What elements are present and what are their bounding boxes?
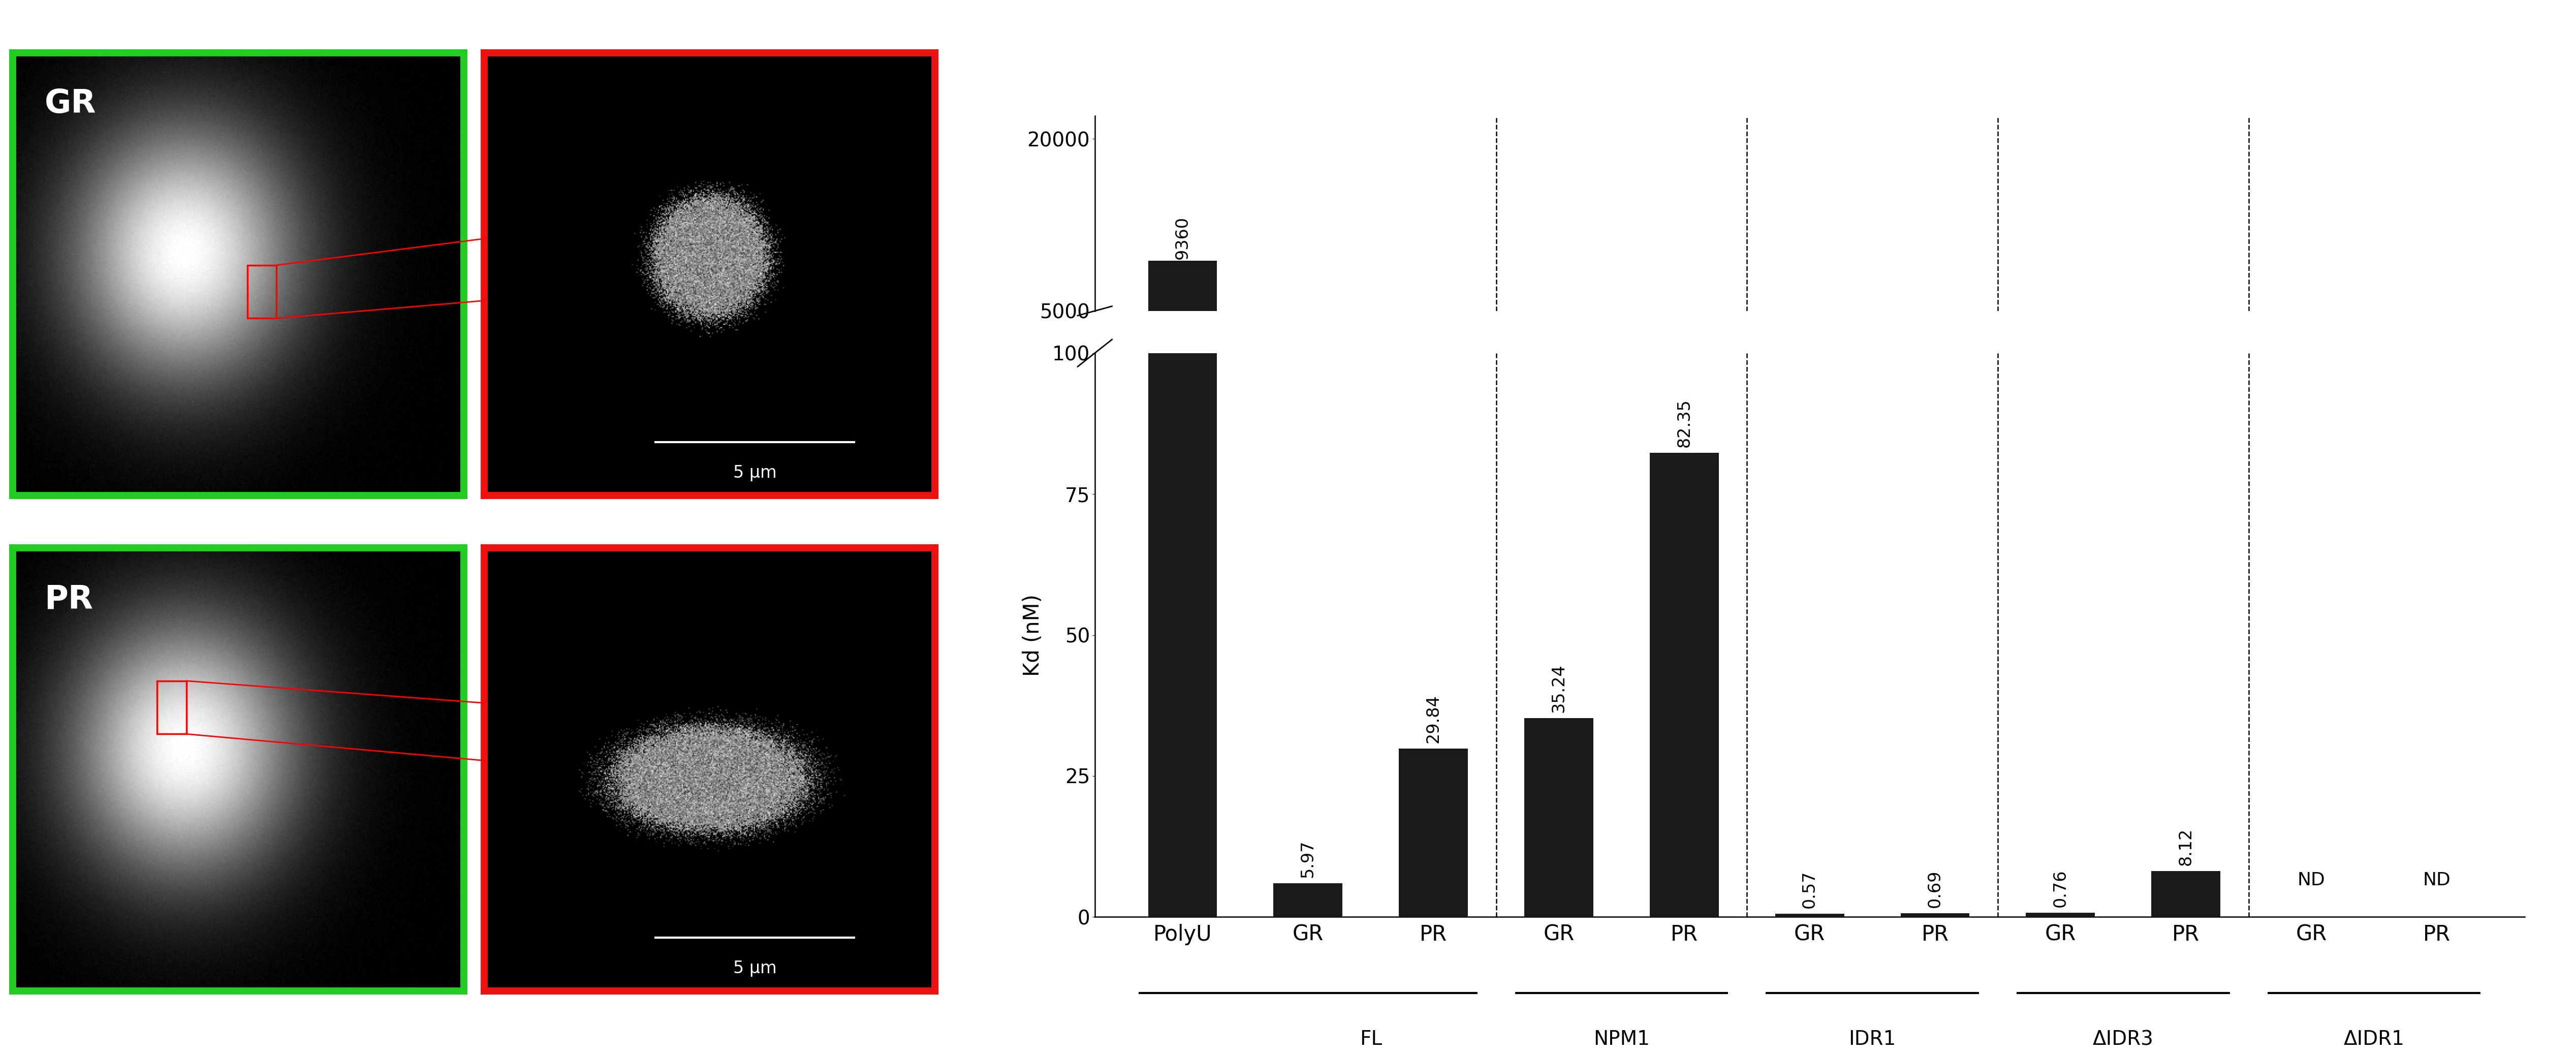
Bar xyxy=(247,266,276,318)
Text: ND: ND xyxy=(2298,872,2326,889)
Bar xyxy=(1775,914,1844,917)
Text: ΔIDR3: ΔIDR3 xyxy=(2092,1030,2154,1049)
Bar xyxy=(1399,748,1468,917)
Y-axis label: Kd (nM): Kd (nM) xyxy=(1023,593,1043,677)
Text: 0.57: 0.57 xyxy=(1801,871,1819,909)
Bar xyxy=(1649,452,1718,917)
Text: 35.24: 35.24 xyxy=(1551,664,1566,713)
Bar xyxy=(157,681,185,734)
Bar xyxy=(1901,913,1971,917)
Text: 82.35: 82.35 xyxy=(1677,398,1692,447)
Bar xyxy=(1149,353,1216,917)
Bar xyxy=(1525,718,1595,917)
Text: IDR1: IDR1 xyxy=(1850,1030,1896,1049)
Bar xyxy=(1273,883,1342,917)
Text: FL: FL xyxy=(1360,1030,1381,1049)
Bar xyxy=(2151,872,2221,917)
Text: 9360: 9360 xyxy=(1175,216,1190,259)
Text: 0.76: 0.76 xyxy=(2053,870,2069,907)
Text: 5 μm: 5 μm xyxy=(734,960,775,977)
Text: ΔIDR1: ΔIDR1 xyxy=(2344,1030,2403,1049)
Bar xyxy=(2025,913,2094,917)
Text: GR: GR xyxy=(44,89,95,119)
Text: 29.84: 29.84 xyxy=(1425,695,1443,743)
Text: 5 μm: 5 μm xyxy=(734,465,775,482)
Bar xyxy=(1149,261,1216,368)
Text: PR: PR xyxy=(44,584,93,614)
Text: ND: ND xyxy=(2424,872,2450,889)
Text: NPM1: NPM1 xyxy=(1595,1030,1649,1049)
Text: 8.12: 8.12 xyxy=(2177,827,2195,865)
Text: 5.97: 5.97 xyxy=(1301,840,1316,878)
Text: 0.69: 0.69 xyxy=(1927,870,1942,907)
